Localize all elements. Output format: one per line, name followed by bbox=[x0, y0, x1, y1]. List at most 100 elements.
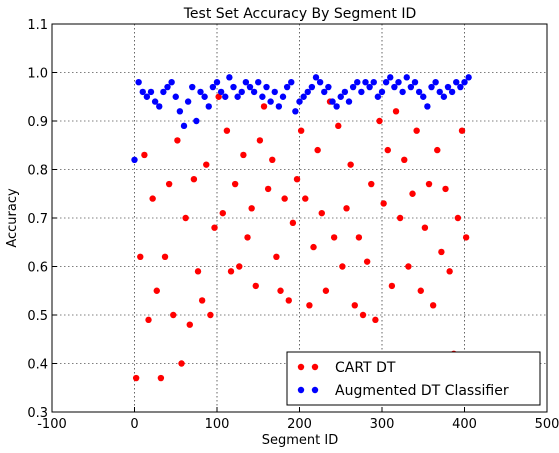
x-tick-label: 0 bbox=[130, 417, 138, 432]
y-tick-label: 0.8 bbox=[27, 164, 48, 179]
point bbox=[151, 98, 159, 105]
point bbox=[190, 176, 198, 183]
point bbox=[391, 83, 398, 91]
point bbox=[281, 195, 288, 202]
point bbox=[198, 297, 206, 304]
y-tick-label: 1.1 bbox=[27, 18, 48, 33]
point bbox=[363, 258, 371, 265]
point bbox=[465, 74, 472, 81]
point bbox=[197, 88, 204, 96]
point bbox=[215, 93, 222, 100]
point bbox=[429, 302, 437, 309]
point bbox=[444, 83, 452, 91]
point bbox=[440, 93, 448, 100]
point bbox=[165, 180, 173, 188]
x-tick-label: 100 bbox=[205, 417, 230, 432]
point bbox=[209, 83, 217, 91]
point bbox=[341, 88, 349, 96]
point bbox=[135, 79, 142, 86]
y-tick-label: 0.9 bbox=[27, 115, 48, 130]
legend-label: CART DT bbox=[335, 360, 396, 376]
legend-label: Augmented DT Classifier bbox=[335, 383, 509, 399]
point bbox=[421, 224, 429, 231]
point bbox=[362, 79, 369, 86]
point bbox=[194, 268, 202, 275]
point bbox=[205, 103, 212, 110]
point bbox=[384, 146, 391, 154]
point bbox=[180, 122, 188, 130]
point bbox=[358, 88, 365, 96]
point bbox=[370, 79, 377, 86]
point bbox=[131, 156, 138, 163]
point bbox=[318, 209, 325, 217]
point bbox=[255, 79, 262, 86]
y-tick-label: 0.5 bbox=[27, 309, 48, 324]
point bbox=[461, 79, 468, 86]
point bbox=[372, 316, 379, 324]
point bbox=[223, 127, 231, 134]
point bbox=[252, 282, 259, 290]
point bbox=[415, 88, 423, 96]
point bbox=[219, 209, 226, 217]
legend-marker bbox=[297, 363, 305, 371]
point bbox=[174, 137, 181, 144]
point bbox=[333, 103, 340, 110]
point bbox=[248, 205, 255, 212]
point bbox=[143, 93, 151, 100]
point bbox=[246, 83, 254, 91]
point bbox=[240, 151, 247, 159]
point bbox=[269, 156, 276, 163]
point bbox=[157, 374, 165, 382]
point bbox=[184, 98, 192, 105]
point bbox=[178, 360, 185, 367]
point bbox=[231, 180, 239, 188]
point bbox=[213, 79, 221, 86]
point bbox=[347, 161, 354, 168]
point bbox=[264, 185, 272, 193]
legend-marker bbox=[311, 363, 319, 371]
point bbox=[438, 248, 445, 256]
point bbox=[337, 93, 344, 100]
point bbox=[293, 176, 301, 183]
point bbox=[322, 287, 330, 294]
point bbox=[193, 117, 200, 125]
point bbox=[207, 311, 214, 319]
point bbox=[345, 98, 353, 105]
point bbox=[172, 93, 179, 100]
point bbox=[182, 214, 189, 222]
x-tick-label: 300 bbox=[370, 417, 395, 432]
point bbox=[454, 214, 462, 222]
point bbox=[271, 88, 278, 96]
legend-box bbox=[286, 351, 541, 406]
point bbox=[288, 79, 295, 86]
x-axis-label: Segment ID bbox=[262, 433, 338, 448]
point bbox=[149, 195, 156, 202]
point bbox=[462, 234, 470, 241]
point bbox=[453, 79, 460, 86]
point bbox=[417, 287, 424, 294]
point bbox=[145, 316, 152, 324]
y-tick-label: 1.0 bbox=[27, 67, 48, 82]
point bbox=[376, 117, 383, 125]
point bbox=[396, 214, 404, 222]
point bbox=[242, 79, 250, 86]
point bbox=[382, 79, 390, 86]
point bbox=[392, 108, 400, 115]
point bbox=[343, 205, 350, 212]
point bbox=[401, 156, 408, 163]
point bbox=[329, 98, 336, 105]
point bbox=[226, 74, 233, 81]
point bbox=[428, 83, 435, 91]
point bbox=[308, 83, 316, 91]
point bbox=[378, 88, 386, 96]
point bbox=[250, 88, 258, 96]
point bbox=[222, 93, 229, 100]
y-tick-label: 0.3 bbox=[27, 406, 48, 421]
point bbox=[186, 321, 193, 328]
point bbox=[277, 287, 284, 294]
x-tick-label: 400 bbox=[452, 417, 477, 432]
point bbox=[201, 93, 208, 100]
y-tick-label: 0.6 bbox=[27, 261, 48, 276]
point bbox=[368, 180, 375, 188]
